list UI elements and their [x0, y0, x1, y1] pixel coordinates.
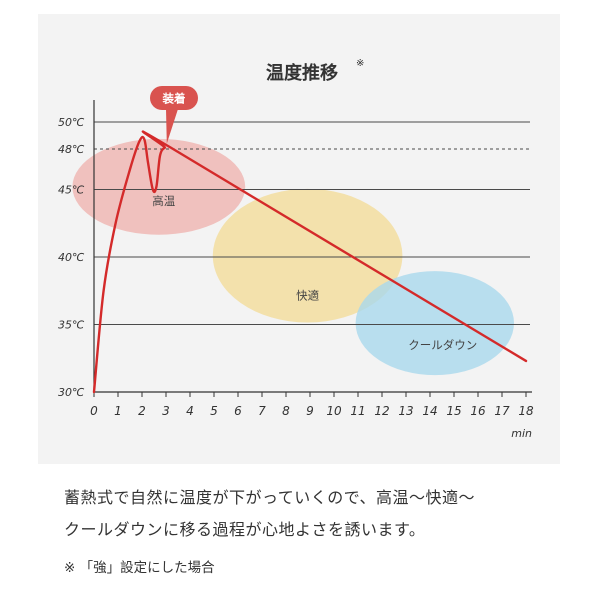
zone-label: クールダウン — [408, 338, 477, 352]
x-tick-label: 4 — [186, 404, 194, 418]
zone-label: 快適 — [296, 289, 319, 303]
x-tick-label: 17 — [494, 404, 510, 418]
caption-line-2: クールダウンに移る過程が心地よさを誘います。 — [64, 520, 426, 539]
x-tick-label: 11 — [350, 404, 365, 418]
x-tick-label: 8 — [282, 404, 290, 418]
chart-title-mark: ※ — [356, 58, 364, 69]
x-tick-label: 9 — [306, 404, 314, 418]
zone-ellipse — [355, 271, 514, 376]
x-tick-label: 2 — [138, 404, 146, 418]
y-tick-label: 48℃ — [58, 143, 85, 156]
zone-ellipse — [72, 138, 246, 235]
x-tick-label: 10 — [326, 404, 342, 418]
annotation-pointer — [166, 109, 178, 144]
x-tick-label: 5 — [210, 404, 218, 418]
y-tick-label: 45℃ — [58, 184, 85, 197]
x-tick-label: 16 — [470, 404, 486, 418]
footnote: ※ 「強」設定にした場合 — [64, 560, 215, 576]
x-axis-label: min — [511, 427, 532, 440]
zone-label: 高温 — [152, 194, 175, 208]
caption-line-1: 蓄熱式で自然に温度が下がっていくので、高温～快適～ — [64, 488, 476, 507]
y-tick-label: 30℃ — [58, 386, 85, 399]
annotation-bubble — [150, 86, 198, 110]
zone-ellipse — [212, 188, 403, 323]
x-tick-label: 13 — [398, 404, 413, 418]
chart-title: 温度推移 — [266, 62, 338, 84]
x-tick-label: 1 — [114, 404, 122, 418]
x-tick-label: 14 — [422, 404, 437, 418]
y-tick-label: 35℃ — [58, 319, 85, 332]
x-tick-label: 0 — [90, 404, 98, 418]
x-tick-label: 15 — [446, 404, 461, 418]
x-tick-label: 6 — [234, 404, 242, 418]
annotation-label: 装着 — [162, 92, 186, 106]
temperature-line — [92, 130, 528, 394]
y-tick-label: 40℃ — [58, 251, 85, 264]
x-tick-label: 7 — [258, 404, 266, 418]
x-tick-label: 3 — [162, 404, 170, 418]
x-tick-label: 18 — [518, 404, 534, 418]
y-tick-label: 50℃ — [58, 116, 85, 129]
x-tick-label: 12 — [374, 404, 389, 418]
